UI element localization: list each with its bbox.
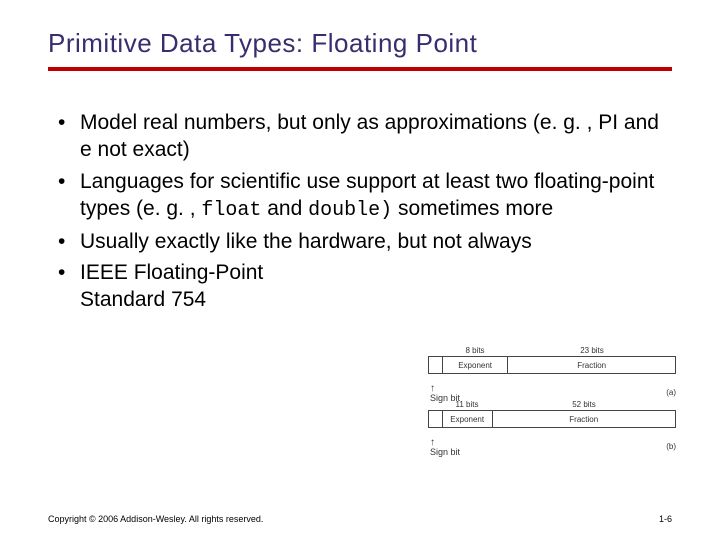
page-title: Primitive Data Types: Floating Point	[48, 28, 672, 59]
sign-bit-pointer: ↑ Sign bit	[430, 438, 460, 457]
bullet-text: sometimes more	[392, 197, 553, 220]
bullet-text: and	[261, 197, 308, 220]
footer: Copyright © 2006 Addison-Wesley. All rig…	[48, 514, 672, 524]
format-box: Exponent Fraction	[428, 410, 676, 428]
bullet-item: Usually exactly like the hardware, but n…	[56, 228, 672, 255]
exponent-cell: Exponent	[443, 411, 493, 427]
page-number: 1-6	[659, 514, 672, 524]
frac-bits-label: 52 bits	[492, 400, 676, 409]
sign-cell	[429, 411, 443, 427]
exp-bits-label: 8 bits	[442, 346, 508, 355]
slide: Primitive Data Types: Floating Point Mod…	[0, 0, 720, 540]
bit-width-labels: 8 bits 23 bits	[428, 346, 676, 355]
code-text: float	[201, 199, 261, 222]
frac-bits-label: 23 bits	[508, 346, 676, 355]
fraction-cell: Fraction	[508, 357, 675, 373]
single-precision-row: 8 bits 23 bits Exponent Fraction ↑ Sign …	[428, 346, 676, 374]
format-box: Exponent Fraction	[428, 356, 676, 374]
ieee-754-diagram: 8 bits 23 bits Exponent Fraction ↑ Sign …	[428, 346, 676, 486]
double-precision-row: 11 bits 52 bits Exponent Fraction ↑ Sign…	[428, 400, 676, 428]
bullet-item: IEEE Floating-Point Standard 754	[56, 259, 336, 314]
title-underline	[48, 67, 672, 71]
fraction-cell: Fraction	[493, 411, 676, 427]
subfigure-caption: (b)	[666, 442, 676, 451]
bit-width-labels: 11 bits 52 bits	[428, 400, 676, 409]
sign-bit-label: Sign bit	[430, 447, 460, 457]
bullet-item: Languages for scientific use support at …	[56, 168, 672, 224]
sign-cell	[429, 357, 443, 373]
subfigure-caption: (a)	[666, 388, 676, 397]
bullet-item: Model real numbers, but only as approxim…	[56, 109, 672, 164]
exp-bits-label: 11 bits	[442, 400, 492, 409]
bullet-list: Model real numbers, but only as approxim…	[48, 109, 672, 314]
exponent-cell: Exponent	[443, 357, 508, 373]
code-text: double)	[308, 199, 392, 222]
copyright-text: Copyright © 2006 Addison-Wesley. All rig…	[48, 514, 263, 524]
